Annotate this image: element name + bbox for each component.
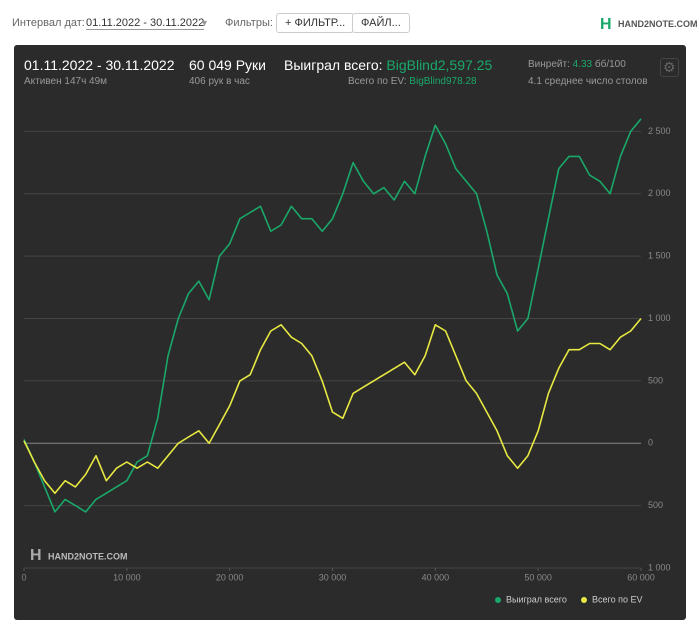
ev-label: Всего по EV:	[348, 76, 407, 87]
settings-button[interactable]: ⚙	[660, 58, 679, 77]
x-tick-label: 30 000	[319, 572, 347, 582]
series-line	[23, 317, 642, 494]
x-tick-label: 20 000	[216, 572, 244, 582]
x-tick-label: 60 000	[627, 572, 655, 582]
chart-panel	[14, 45, 686, 620]
filter-button[interactable]: + ФИЛЬТР...	[276, 13, 355, 33]
winrate: Винрейт: 4.33 бб/100	[528, 59, 626, 70]
watermark: HAND2NOTE.COM	[48, 551, 128, 561]
y-tick-label: 1 000	[648, 313, 671, 323]
period: 01.11.2022 - 30.11.2022	[24, 57, 175, 73]
file-button[interactable]: ФАЙЛ...	[352, 13, 410, 33]
legend-label: Выиграл всего	[506, 594, 567, 604]
won-total: Выиграл всего: BigBlind2,597.25	[284, 57, 492, 73]
y-tick-label: 2 500	[648, 126, 671, 136]
winrate-value: 4.33	[572, 59, 593, 70]
logo: HAND2NOTE.COM	[618, 19, 698, 29]
ev-total: Всего по EV: BigBlind978.28	[348, 76, 477, 87]
logo-icon: H	[30, 547, 42, 564]
y-tick-label: 1 000	[648, 562, 671, 572]
x-tick-label: 40 000	[422, 572, 450, 582]
series-line	[23, 118, 642, 513]
ev-value: BigBlind978.28	[409, 76, 477, 87]
logo-icon: H	[600, 16, 612, 33]
x-tick-label: 50 000	[524, 572, 552, 582]
legend-marker	[581, 597, 587, 603]
y-tick-label: 0	[648, 438, 653, 448]
won-label: Выиграл всего:	[284, 57, 383, 73]
legend-label: Всего по EV	[592, 594, 642, 604]
date-label: Интервал дат:	[12, 17, 85, 29]
winrate-unit: бб/100	[594, 59, 626, 70]
dropdown-arrow[interactable]: ▼	[200, 18, 209, 28]
won-value: BigBlind2,597.25	[386, 57, 493, 73]
hands: 60 049 Руки	[189, 57, 266, 73]
y-tick-label: 500	[648, 375, 663, 385]
tables: 4.1 среднее число столов	[528, 76, 648, 87]
active-time: Активен 147ч 49м	[24, 76, 108, 87]
y-tick-label: 2 000	[648, 188, 671, 198]
date-range[interactable]: 01.11.2022 - 30.11.2022	[86, 17, 205, 30]
x-tick-label: 0	[21, 572, 26, 582]
x-tick-label: 10 000	[113, 572, 141, 582]
hands-per-hour: 406 рук в час	[189, 76, 250, 87]
y-tick-label: 1 500	[648, 251, 671, 261]
y-tick-label: 500	[648, 500, 663, 510]
legend-marker	[495, 597, 501, 603]
winrate-label: Винрейт:	[528, 59, 570, 70]
filters-label: Фильтры:	[225, 17, 273, 29]
